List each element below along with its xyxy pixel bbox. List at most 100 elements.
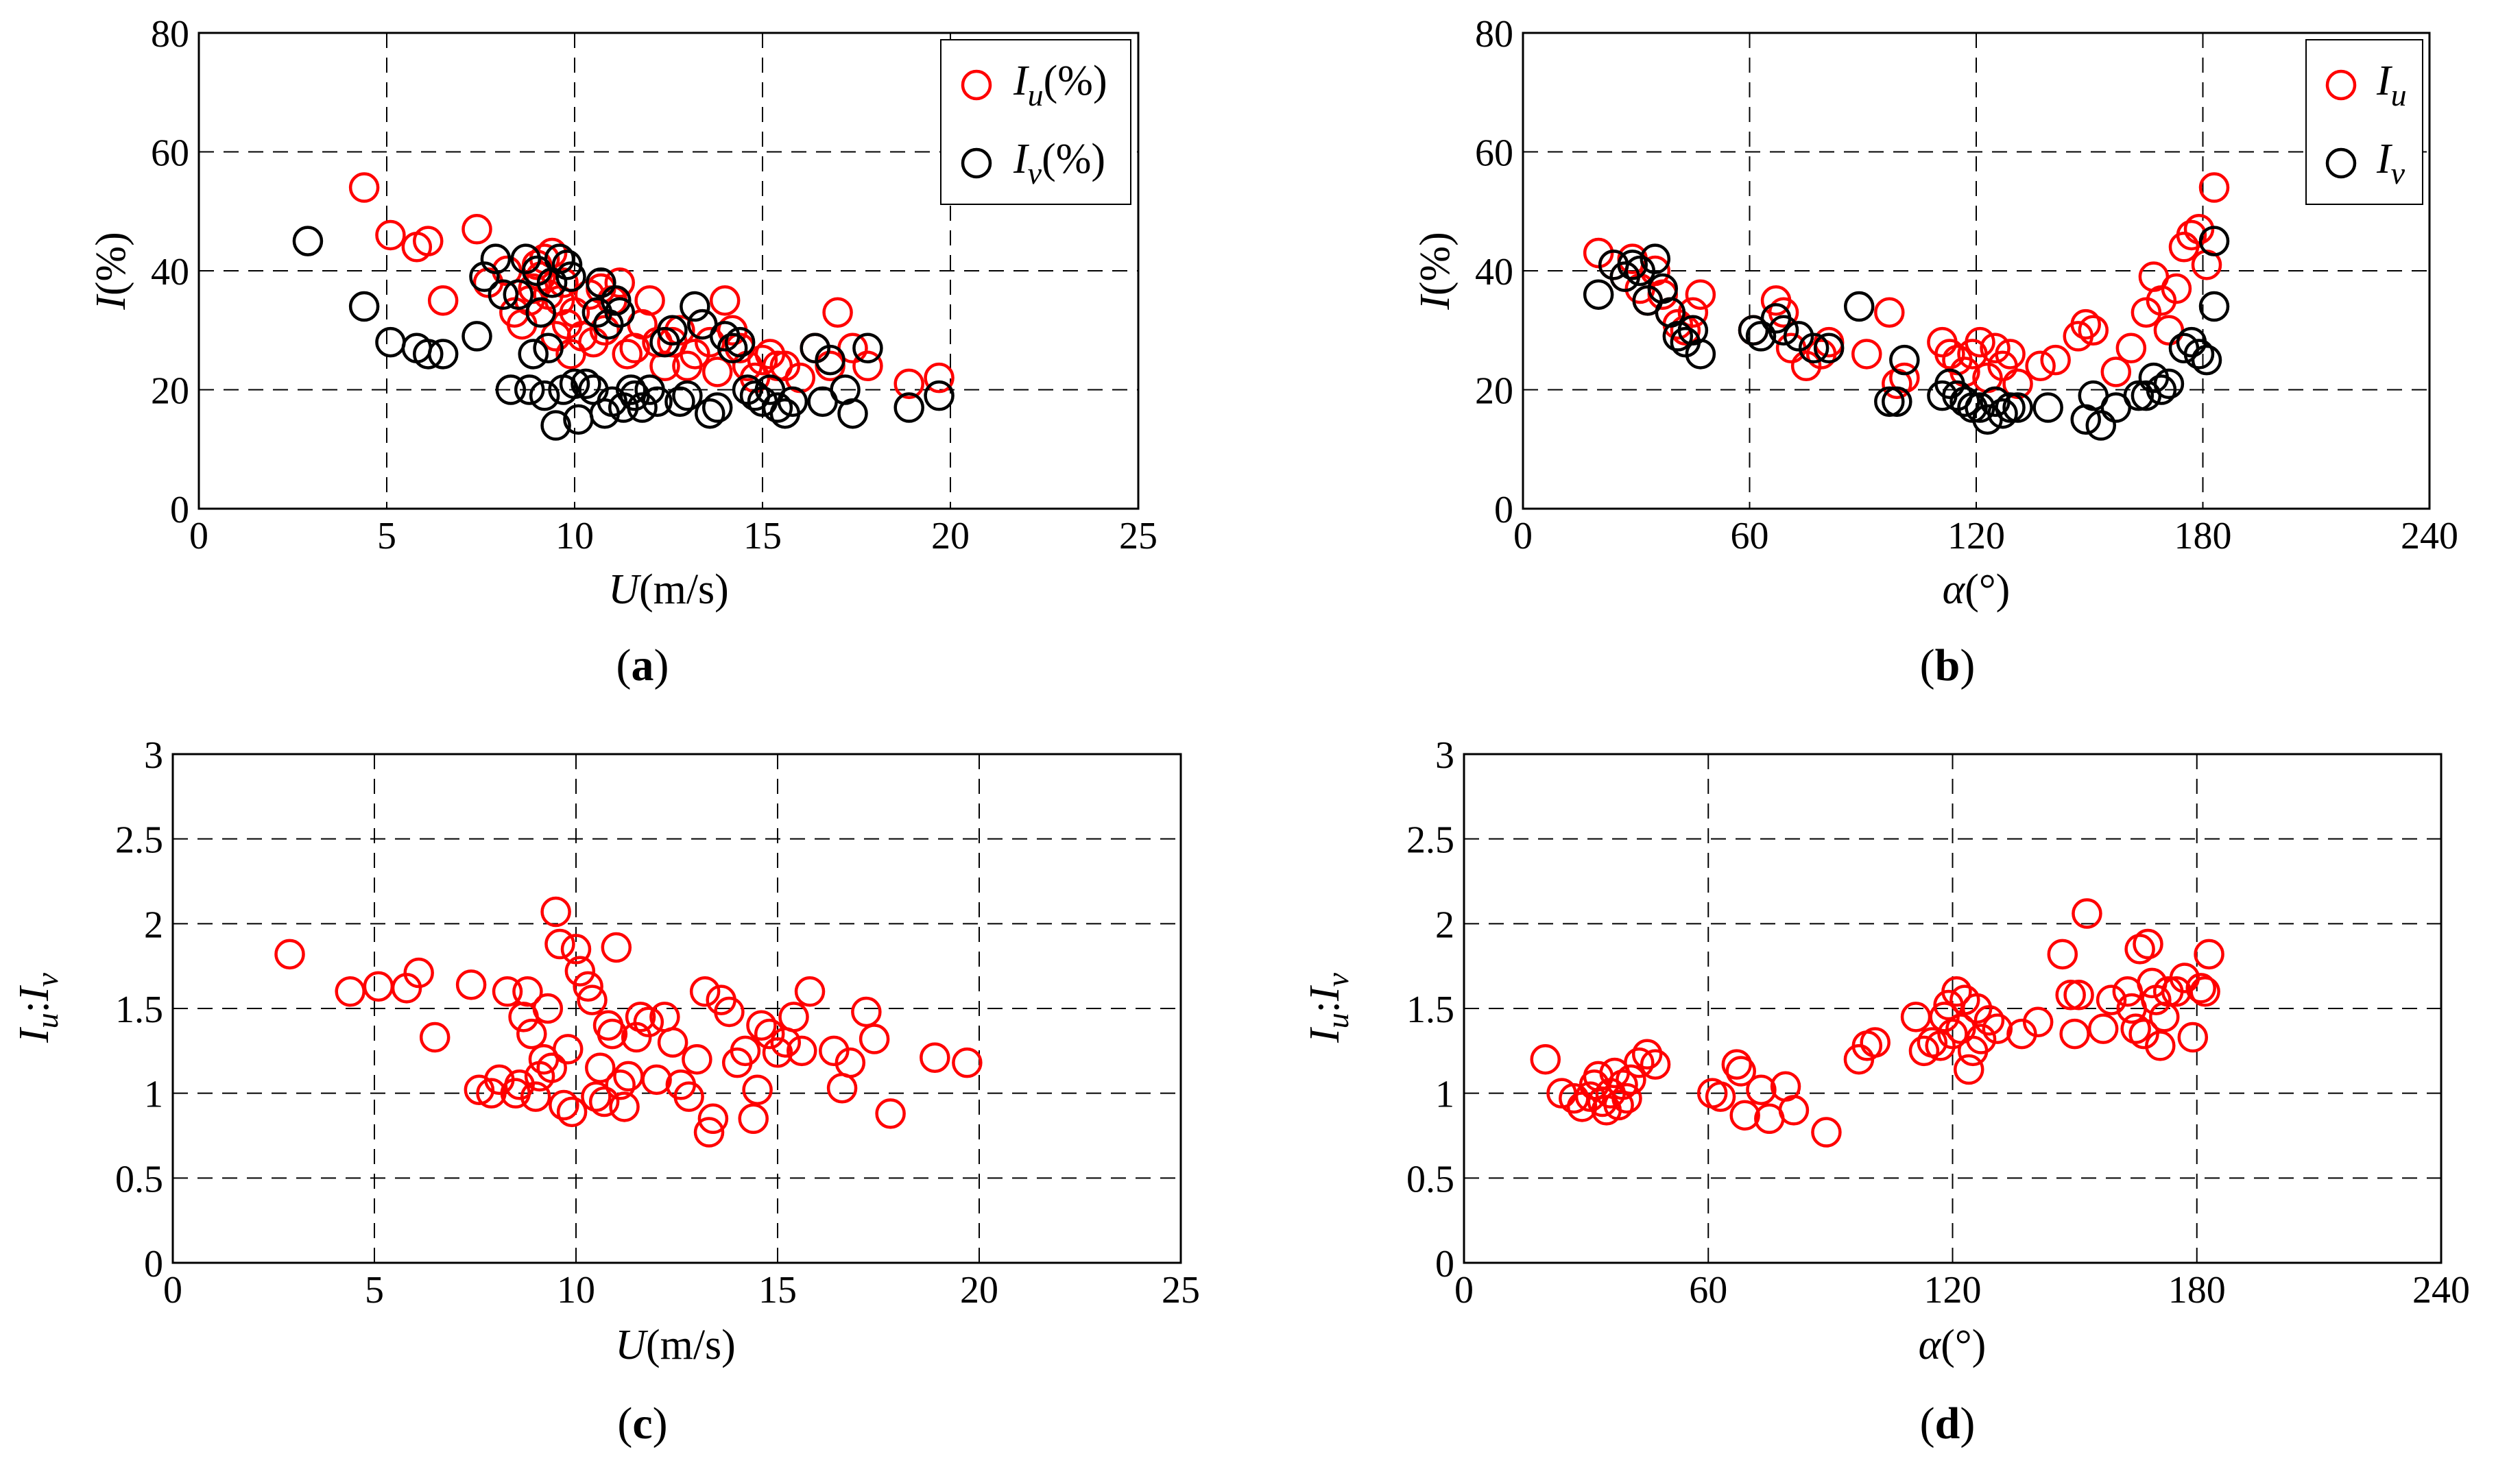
point-marker-s0 (2096, 984, 2127, 1015)
point-marker-v (559, 368, 590, 400)
x-axis-label: U(m/s) (615, 1322, 736, 1368)
point-marker-u (612, 339, 643, 370)
point-marker-v (348, 291, 380, 322)
plot-frame (171, 753, 1182, 1264)
point-marker-s0 (1725, 1056, 1756, 1087)
y-tick-label: 1 (144, 1074, 163, 1116)
markers (1530, 898, 2224, 1148)
point-marker-u (548, 267, 579, 298)
point-marker-s0 (455, 969, 487, 1000)
y-tick-label: 1 (1435, 1074, 1454, 1116)
y-tick-label: 0 (1494, 489, 1513, 531)
point-marker-v (852, 332, 883, 364)
point-marker-s0 (682, 1043, 712, 1075)
y-tick-label: 60 (151, 132, 189, 175)
panel-caption: (a) (616, 640, 669, 690)
point-marker-v (1583, 279, 1614, 310)
grid-lines (173, 754, 1181, 1263)
panel-caption: (b) (1920, 640, 1976, 690)
point-marker-v (555, 261, 586, 292)
x-tick-label: 0 (1454, 1269, 1474, 1311)
panel-a: 0 5 10 15 20 25 0 20 40 60 80 U(m/s) I(%) Iu(%) I… (88, 13, 1157, 690)
point-marker-v (586, 267, 616, 298)
x-tick-labels: 0 5 10 15 20 25 (163, 1269, 1200, 1311)
x-tick-label: 5 (377, 515, 396, 557)
point-marker-s0 (419, 1021, 451, 1053)
legend-label-iu: Iu (2376, 58, 2407, 112)
point-marker-s0 (520, 1081, 551, 1112)
point-marker-u (2100, 356, 2132, 387)
point-marker-v (2146, 374, 2177, 405)
point-marker-v (1874, 386, 1905, 418)
x-tick-label: 25 (1162, 1269, 1200, 1311)
point-marker-s0 (532, 993, 564, 1024)
point-marker-u (2025, 350, 2056, 382)
point-marker-v (615, 374, 647, 405)
point-marker-u (1768, 297, 1799, 328)
point-marker-v (480, 243, 512, 274)
plot-frame (197, 32, 1140, 510)
point-marker-v (2032, 392, 2063, 423)
point-marker-u (1851, 339, 1882, 370)
x-axis-label: α(°) (1943, 566, 2011, 613)
point-marker-s0 (2149, 1002, 2180, 1032)
point-marker-s0 (2087, 1013, 2119, 1044)
point-marker-s0 (819, 1035, 850, 1067)
point-marker-u (1685, 279, 1716, 310)
y-tick-label: 1.5 (1406, 989, 1454, 1031)
point-marker-s0 (581, 1081, 612, 1112)
y-tick-label: 2 (144, 904, 163, 946)
point-marker-s0 (1631, 1039, 1663, 1070)
point-marker-s0 (560, 934, 592, 965)
point-marker-v (495, 374, 527, 405)
point-marker-v (413, 339, 444, 370)
x-tick-label: 10 (557, 1269, 595, 1311)
point-marker-u (2078, 315, 2109, 346)
point-marker-s0 (2022, 1006, 2054, 1038)
point-marker-s0 (556, 1096, 588, 1128)
point-marker-u (893, 368, 924, 400)
point-marker-s0 (657, 1027, 688, 1058)
point-marker-u (589, 315, 621, 346)
legend-label-iv: Iv(%) (1013, 136, 1105, 191)
point-marker-s0 (1778, 1095, 1810, 1126)
point-marker-u (2176, 219, 2207, 251)
point-marker-v (1768, 315, 1799, 346)
point-marker-s0 (564, 956, 596, 987)
x-tick-label: 240 (2401, 515, 2458, 557)
point-marker-v (488, 279, 519, 310)
legend: Iu Iv (2305, 39, 2423, 205)
point-marker-v (642, 386, 673, 418)
x-tick-labels: 0 60 120 180 240 (1454, 1269, 2470, 1311)
point-marker-s0 (673, 1081, 704, 1112)
point-marker-s0 (746, 1010, 777, 1041)
point-marker-s0 (601, 932, 632, 963)
point-marker-u (2198, 172, 2230, 203)
point-marker-v (1889, 344, 1920, 376)
point-marker-u (427, 285, 459, 316)
point-marker-u (924, 362, 955, 394)
plot-frame (1463, 753, 2443, 1264)
y-tick-labels: 0 0.5 1 1.5 2 2.5 3 (115, 734, 163, 1285)
point-marker-s0 (2059, 1018, 2090, 1050)
point-marker-s0 (689, 976, 721, 1007)
x-tick-label: 120 (1947, 515, 2005, 557)
point-marker-u (461, 214, 492, 245)
point-marker-s0 (2063, 979, 2094, 1011)
point-marker-s0 (335, 976, 365, 1007)
y-tick-label: 0.5 (1406, 1158, 1454, 1200)
point-marker-s0 (641, 1064, 672, 1096)
point-marker-s0 (633, 1006, 664, 1038)
point-marker-s0 (516, 1018, 547, 1050)
legend-marker-iv (2325, 147, 2357, 179)
y-tick-label: 0 (144, 1243, 163, 1285)
point-marker-s0 (742, 1074, 773, 1105)
point-marker-v (503, 279, 534, 310)
point-marker-s0 (1721, 1049, 1753, 1080)
legend-marker-iv (961, 147, 992, 179)
y-tick-label: 40 (151, 251, 189, 293)
y-tick-label: 2 (1435, 904, 1454, 946)
point-marker-v (571, 368, 601, 400)
point-marker-v (1640, 243, 1671, 274)
markers (1583, 172, 2230, 441)
